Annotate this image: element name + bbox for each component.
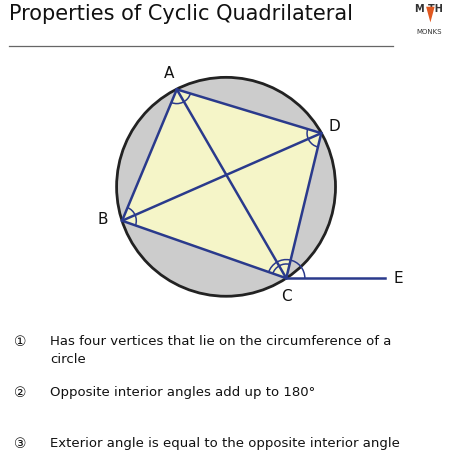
- Text: C: C: [281, 289, 292, 304]
- Text: Properties of Cyclic Quadrilateral: Properties of Cyclic Quadrilateral: [9, 5, 354, 24]
- Text: D: D: [329, 119, 341, 134]
- Text: E: E: [393, 271, 403, 286]
- Circle shape: [117, 78, 336, 296]
- Text: Exterior angle is equal to the opposite interior angle: Exterior angle is equal to the opposite …: [50, 437, 400, 450]
- Text: ③: ③: [14, 437, 27, 451]
- Text: Has four vertices that lie on the circumference of a
circle: Has four vertices that lie on the circum…: [50, 335, 391, 367]
- Text: A: A: [164, 66, 174, 81]
- Polygon shape: [122, 89, 321, 278]
- Text: ①: ①: [14, 335, 27, 349]
- Polygon shape: [426, 7, 435, 22]
- Text: M TH: M TH: [415, 5, 443, 14]
- Text: B: B: [97, 212, 108, 227]
- Text: MONKS: MONKS: [416, 29, 442, 35]
- Text: ②: ②: [14, 386, 27, 400]
- Text: Opposite interior angles add up to 180°: Opposite interior angles add up to 180°: [50, 386, 315, 399]
